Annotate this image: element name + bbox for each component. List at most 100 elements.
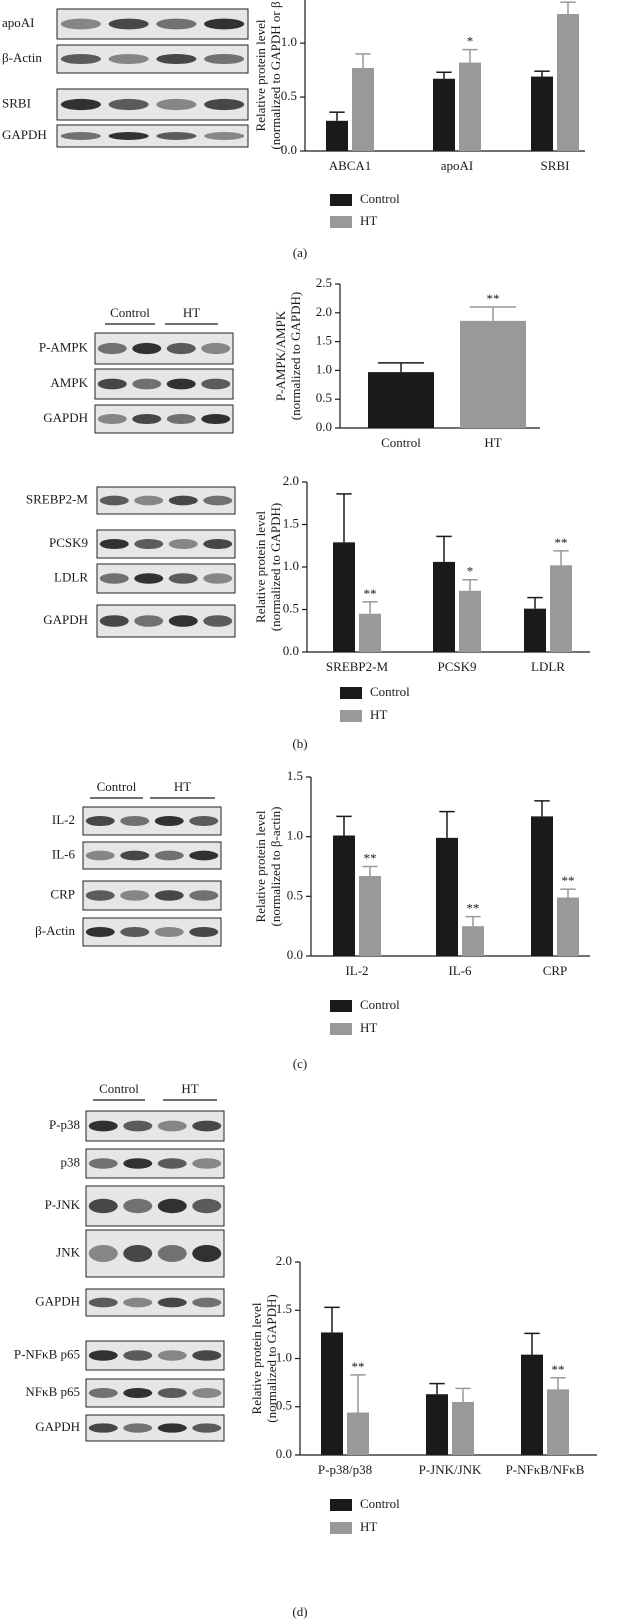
blot-band bbox=[156, 18, 197, 30]
bar bbox=[352, 67, 374, 151]
x-tick-label: ABCA1 bbox=[329, 158, 372, 173]
blot-band bbox=[108, 53, 149, 65]
significance-label: ** bbox=[467, 901, 480, 916]
panel-label: (a) bbox=[293, 245, 307, 260]
y-tick-label: 2.5 bbox=[316, 275, 332, 290]
blot-band bbox=[85, 850, 115, 861]
blot-band bbox=[154, 926, 184, 938]
blot-band bbox=[203, 573, 233, 584]
y-axis-label: Relative protein level bbox=[253, 511, 268, 623]
legend-swatch bbox=[330, 216, 352, 228]
significance-label: ** bbox=[364, 850, 377, 865]
blot-band bbox=[192, 1245, 222, 1262]
y-tick-label: 2.0 bbox=[276, 1253, 292, 1268]
blot-band bbox=[97, 413, 127, 425]
blot-band bbox=[60, 53, 101, 65]
blot-band bbox=[166, 378, 196, 390]
x-tick-label: apoAI bbox=[441, 158, 474, 173]
blot-band bbox=[99, 615, 129, 627]
blot-band bbox=[156, 132, 197, 140]
bar bbox=[557, 14, 579, 152]
y-tick-label: 1.0 bbox=[316, 361, 332, 376]
bar bbox=[550, 565, 572, 652]
blot-band bbox=[123, 1350, 153, 1361]
y-axis-label: Relative protein level bbox=[253, 19, 268, 131]
x-tick-label: IL-6 bbox=[448, 963, 472, 978]
blot-band bbox=[157, 1158, 187, 1169]
blot-band bbox=[204, 53, 245, 65]
y-axis-label: (normalized to GAPDH) bbox=[288, 292, 303, 421]
blot-band bbox=[168, 495, 198, 506]
legend-label: HT bbox=[360, 1020, 377, 1035]
x-tick-label: LDLR bbox=[531, 659, 565, 674]
blot-band bbox=[157, 1297, 187, 1308]
x-tick-label: IL-2 bbox=[345, 963, 368, 978]
y-tick-label: 0.0 bbox=[281, 142, 297, 157]
blot-row-label: JNK bbox=[56, 1244, 80, 1259]
blot-band bbox=[166, 342, 196, 355]
blot-frame bbox=[94, 404, 234, 434]
blot-band bbox=[123, 1120, 153, 1132]
bar bbox=[326, 120, 348, 151]
y-axis-label: (normalized to GAPDH or β bbox=[268, 1, 283, 150]
bar bbox=[359, 876, 381, 956]
blot-band bbox=[120, 926, 150, 938]
blot-row-label: GAPDH bbox=[35, 1419, 80, 1434]
blot-band bbox=[203, 495, 233, 506]
bar bbox=[524, 608, 546, 652]
blot-band bbox=[88, 1198, 118, 1214]
legend-swatch bbox=[340, 687, 362, 699]
blot-band bbox=[123, 1158, 153, 1169]
y-tick-label: 0.5 bbox=[287, 887, 303, 902]
significance-label: ** bbox=[487, 291, 500, 306]
legend-label: HT bbox=[370, 707, 387, 722]
blot-group-label: Control bbox=[99, 1081, 139, 1096]
bar bbox=[547, 1389, 569, 1455]
x-tick-label: PCSK9 bbox=[437, 659, 476, 674]
blot-row-label: IL-6 bbox=[52, 846, 76, 861]
blot-band bbox=[157, 1423, 187, 1433]
blot-band bbox=[189, 926, 219, 938]
y-tick-label: 1.5 bbox=[283, 515, 299, 530]
blot-band bbox=[192, 1423, 222, 1433]
bar bbox=[359, 613, 381, 652]
y-axis-label: P-AMPK/AMPK bbox=[273, 310, 288, 401]
blot-row-label: apoAI bbox=[2, 15, 35, 30]
blot-row-label: AMPK bbox=[50, 375, 88, 390]
bar bbox=[531, 816, 553, 956]
blot-band bbox=[132, 342, 162, 355]
y-tick-label: 0.0 bbox=[283, 643, 299, 658]
x-tick-label: CRP bbox=[543, 963, 568, 978]
blot-band bbox=[123, 1423, 153, 1433]
blot-band bbox=[97, 342, 127, 355]
x-tick-label: P-JNK/JNK bbox=[419, 1462, 482, 1477]
bar bbox=[460, 320, 526, 428]
y-tick-label: 2.0 bbox=[283, 473, 299, 488]
x-tick-label: Control bbox=[381, 435, 421, 450]
x-tick-label: SRBI bbox=[541, 158, 570, 173]
blot-band bbox=[189, 815, 219, 827]
bar bbox=[433, 78, 455, 151]
blot-row-label: p38 bbox=[61, 1154, 81, 1169]
significance-label: * bbox=[467, 564, 474, 579]
blot-band bbox=[157, 1198, 187, 1214]
blot-band bbox=[134, 573, 164, 584]
bar bbox=[426, 1394, 448, 1455]
blot-band bbox=[156, 98, 197, 111]
blot-band bbox=[88, 1297, 118, 1308]
y-tick-label: 1.0 bbox=[276, 1349, 292, 1364]
blot-band bbox=[201, 342, 231, 355]
blot-band bbox=[85, 890, 115, 901]
bar bbox=[347, 1412, 369, 1455]
blot-row-label: LDLR bbox=[54, 569, 88, 584]
bar bbox=[433, 561, 455, 652]
blot-band bbox=[203, 615, 233, 627]
blot-group-label: Control bbox=[110, 305, 150, 320]
significance-label: * bbox=[467, 34, 474, 49]
blot-band bbox=[204, 98, 245, 111]
blot-band bbox=[189, 850, 219, 861]
blot-row-label: IL-2 bbox=[52, 812, 75, 827]
y-tick-label: 0.5 bbox=[276, 1398, 292, 1413]
blot-row-label: SRBI bbox=[2, 95, 31, 110]
bar bbox=[368, 372, 434, 428]
